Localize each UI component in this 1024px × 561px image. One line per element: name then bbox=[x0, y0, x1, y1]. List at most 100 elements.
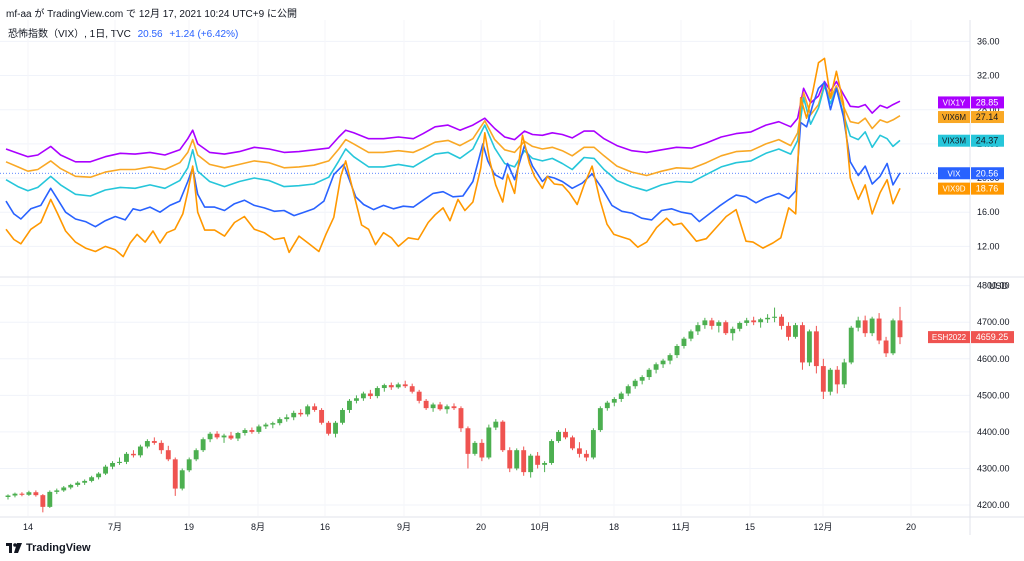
futures-tick-label: 4800.00 bbox=[977, 281, 1010, 291]
vix-tick-label: 32.00 bbox=[977, 71, 1000, 81]
futures-pane bbox=[5, 306, 903, 513]
candle-body bbox=[68, 484, 74, 488]
candle-body bbox=[137, 446, 143, 456]
candle-body bbox=[772, 316, 778, 318]
candle-body bbox=[793, 325, 798, 337]
series-value-label-vix6m: 27.14 bbox=[976, 112, 999, 122]
candle-body bbox=[570, 437, 575, 449]
candle-body bbox=[291, 412, 297, 418]
candle-body bbox=[75, 482, 81, 485]
candle-body bbox=[646, 369, 652, 378]
candle-body bbox=[563, 431, 568, 438]
futures-tick-label: 4700.00 bbox=[977, 317, 1010, 327]
candle-body bbox=[256, 426, 262, 432]
candle-body bbox=[702, 320, 708, 326]
series-name-label-vix3m: VIX3M bbox=[942, 137, 966, 146]
candle-body bbox=[848, 327, 854, 363]
vix-pane bbox=[5, 57, 901, 258]
candle-body bbox=[270, 423, 276, 425]
candle-body bbox=[604, 402, 610, 409]
candle-body bbox=[193, 450, 199, 460]
candle-body bbox=[535, 455, 541, 465]
tradingview-logo-icon bbox=[6, 543, 22, 553]
candle-body bbox=[806, 331, 812, 363]
futures-tick-label: 4200.00 bbox=[977, 500, 1010, 510]
candle-body bbox=[681, 338, 687, 346]
futures-axis-unit: USD bbox=[989, 281, 1009, 291]
candle-body bbox=[312, 406, 318, 410]
candle-body bbox=[556, 431, 561, 442]
candle-body bbox=[130, 453, 136, 456]
series-value-tag-vix3m bbox=[971, 134, 1004, 147]
candle-body bbox=[841, 362, 847, 385]
series-value-label-vix1y: 28.85 bbox=[976, 97, 999, 107]
candle-body bbox=[214, 433, 220, 438]
candle-body bbox=[430, 404, 436, 409]
candle-body bbox=[542, 462, 548, 465]
candle-body bbox=[897, 320, 903, 338]
futures-tick-label: 4600.00 bbox=[977, 354, 1010, 364]
candle-body bbox=[395, 384, 401, 388]
candle-body bbox=[61, 487, 67, 491]
candle-body bbox=[416, 391, 422, 401]
time-tick-label: 16 bbox=[320, 522, 330, 532]
candle-body bbox=[423, 400, 429, 409]
candle-body bbox=[298, 412, 304, 415]
candle-body bbox=[625, 386, 631, 394]
series-line-vix1y bbox=[5, 80, 901, 163]
candle-body bbox=[110, 462, 115, 467]
candle-body bbox=[758, 319, 764, 323]
candle-body bbox=[179, 470, 185, 489]
candle-body bbox=[444, 406, 450, 410]
candle-body bbox=[765, 317, 771, 320]
time-tick-label: 7月 bbox=[108, 522, 122, 532]
candle-body bbox=[653, 364, 659, 370]
candle-body bbox=[451, 406, 457, 409]
time-tick-label: 10月 bbox=[530, 522, 549, 532]
time-tick-label: 20 bbox=[476, 522, 486, 532]
axes: 12.0016.0020.0024.0028.0032.0036.004200.… bbox=[0, 20, 1024, 535]
futures-name-tag bbox=[928, 331, 970, 344]
series-value-tag-vix bbox=[971, 167, 1004, 180]
legend-change: +1.24 (+6.42%) bbox=[169, 29, 239, 40]
candle-body bbox=[54, 490, 60, 492]
series-name-label-vix: VIX bbox=[948, 169, 962, 178]
candle-body bbox=[737, 322, 743, 329]
candle-body bbox=[158, 442, 164, 451]
tradingview-footer[interactable]: TradingView bbox=[6, 542, 91, 554]
candle-body bbox=[82, 480, 88, 483]
candle-body bbox=[786, 325, 791, 337]
series-legend: 恐怖指数（VIX）, 1日, TVC 20.56 +1.24 (+6.42%) bbox=[8, 25, 238, 40]
candle-body bbox=[618, 393, 624, 399]
candle-body bbox=[333, 422, 338, 434]
candle-body bbox=[40, 495, 46, 507]
candle-body bbox=[479, 442, 485, 458]
time-tick-label: 14 bbox=[23, 522, 33, 532]
time-tick-label: 20 bbox=[906, 522, 916, 532]
candle-body bbox=[500, 421, 506, 451]
futures-tick-label: 4500.00 bbox=[977, 390, 1010, 400]
candle-body bbox=[172, 459, 178, 489]
time-tick-label: 11月 bbox=[672, 522, 690, 532]
candle-body bbox=[326, 422, 332, 434]
candle-body bbox=[458, 408, 464, 429]
futures-name-label: ESH2022 bbox=[932, 333, 967, 342]
series-line-vix9d bbox=[5, 57, 901, 258]
candle-body bbox=[402, 384, 408, 387]
series-value-tag-vix9d bbox=[971, 182, 1004, 195]
series-name-label-vix1y: VIX1Y bbox=[943, 98, 966, 107]
candle-body bbox=[723, 322, 729, 334]
series-value-label-vix3m: 24.37 bbox=[976, 136, 999, 146]
candle-body bbox=[862, 320, 868, 334]
candle-body bbox=[639, 377, 645, 381]
grid-lines bbox=[0, 20, 970, 516]
candle-body bbox=[632, 380, 638, 387]
candle-body bbox=[751, 320, 757, 323]
candle-body bbox=[360, 393, 366, 399]
candle-body bbox=[869, 318, 875, 334]
candle-body bbox=[827, 369, 833, 392]
candle-body bbox=[96, 473, 102, 478]
candle-body bbox=[409, 386, 415, 392]
candle-body bbox=[486, 427, 492, 458]
